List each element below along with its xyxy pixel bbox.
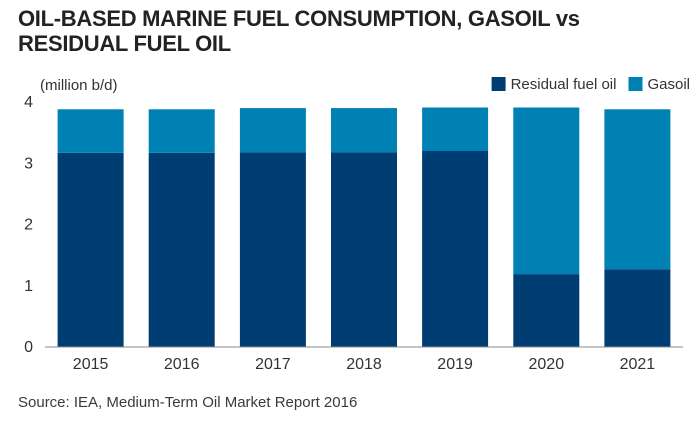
bar-gasoil-2020 (513, 107, 580, 275)
legend: Gasoil Residual fuel oil (491, 76, 690, 93)
bar-gasoil-2015 (57, 109, 124, 153)
y-tick-labels: 0 1 2 3 4 (24, 94, 33, 356)
bar-residual-fuel-oil-2018 (331, 152, 397, 347)
y-axis-label: (million b/d) (40, 77, 118, 94)
bar-residual-fuel-oil-2020 (513, 274, 580, 347)
y-tick-label: 1 (24, 278, 33, 295)
x-tick-label: 2017 (255, 356, 291, 373)
x-tick-labels: 2015 2016 2017 2018 2019 2020 2021 (73, 356, 655, 373)
bar-gasoil-2019 (422, 107, 489, 151)
x-tick-label: 2019 (437, 356, 473, 373)
x-tick-label: 2018 (346, 356, 382, 373)
x-tick-label: 2015 (73, 356, 109, 373)
y-tick-label: 4 (24, 94, 33, 111)
chart-title: OIL-BASED MARINE FUEL CONSUMPTION, GASOI… (18, 6, 580, 56)
bar-residual-fuel-oil-2017 (239, 152, 306, 347)
x-tick-label: 2021 (620, 356, 656, 373)
legend-swatch (491, 77, 506, 91)
x-tick-label: 2016 (164, 356, 200, 373)
source-note: Source: IEA, Medium-Term Oil Market Repo… (18, 394, 358, 411)
bar-gasoil-2021 (604, 109, 671, 270)
bar-gasoil-2017 (239, 108, 306, 153)
legend-label: Gasoil (647, 76, 690, 93)
bar-residual-fuel-oil-2015 (57, 152, 124, 347)
bar-gasoil-2016 (148, 109, 215, 153)
bars-group (57, 107, 671, 347)
legend-swatch (628, 77, 643, 91)
bar-residual-fuel-oil-2019 (422, 151, 489, 347)
bar-residual-fuel-oil-2021 (604, 269, 671, 347)
bar-residual-fuel-oil-2016 (148, 152, 215, 347)
legend-label: Residual fuel oil (511, 76, 617, 93)
bar-gasoil-2018 (331, 108, 397, 153)
y-tick-label: 3 (24, 155, 33, 172)
x-tick-label: 2020 (529, 356, 565, 373)
y-tick-label: 2 (24, 217, 33, 234)
y-tick-label: 0 (24, 339, 33, 356)
